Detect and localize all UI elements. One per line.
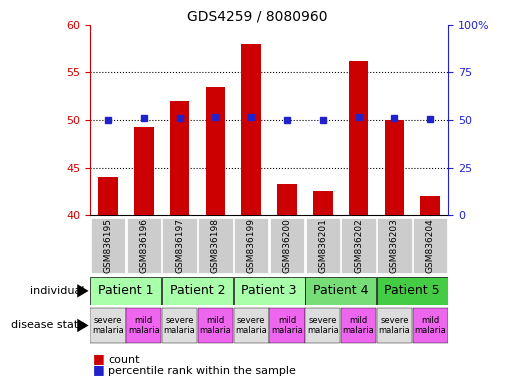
Bar [91, 277, 161, 305]
Text: Patient 5: Patient 5 [384, 285, 440, 297]
Text: Patient 4: Patient 4 [313, 285, 368, 297]
Bar [134, 127, 153, 215]
Text: mild
malaria: mild malaria [199, 316, 231, 335]
Bar [170, 101, 190, 215]
Bar [234, 218, 268, 273]
Text: disease state: disease state [11, 320, 85, 331]
Text: GSM836195: GSM836195 [104, 218, 112, 273]
Text: GSM836204: GSM836204 [426, 218, 435, 273]
Bar [198, 218, 233, 273]
Bar [377, 277, 448, 305]
Bar [270, 218, 304, 273]
Text: mild
malaria: mild malaria [271, 316, 303, 335]
Text: GSM836196: GSM836196 [140, 218, 148, 273]
Bar [162, 218, 197, 273]
Text: mild
malaria: mild malaria [128, 316, 160, 335]
Text: severe
malaria: severe malaria [92, 316, 124, 335]
Text: GSM836203: GSM836203 [390, 218, 399, 273]
Bar [242, 44, 261, 215]
Text: ■: ■ [93, 363, 105, 376]
Text: GSM836200: GSM836200 [283, 218, 291, 273]
Text: severe
malaria: severe malaria [379, 316, 410, 335]
Text: individual: individual [30, 286, 85, 296]
Bar [234, 277, 304, 305]
Text: GSM836202: GSM836202 [354, 218, 363, 273]
Text: GSM836199: GSM836199 [247, 218, 255, 273]
Bar [91, 218, 125, 273]
Polygon shape [77, 319, 89, 332]
Bar [349, 61, 368, 215]
Bar [420, 196, 440, 215]
Bar [205, 87, 225, 215]
Bar [413, 308, 448, 343]
Bar [162, 308, 197, 343]
Bar [126, 308, 161, 343]
Text: GDS4259 / 8080960: GDS4259 / 8080960 [187, 10, 328, 23]
Bar [305, 218, 340, 273]
Bar [277, 184, 297, 215]
Bar [385, 120, 404, 215]
Bar [198, 308, 233, 343]
Bar [305, 277, 376, 305]
Text: severe
malaria: severe malaria [164, 316, 196, 335]
Bar [413, 218, 448, 273]
Bar [305, 308, 340, 343]
Polygon shape [77, 284, 89, 298]
Text: GSM836197: GSM836197 [175, 218, 184, 273]
Bar [377, 308, 412, 343]
Bar [91, 308, 126, 343]
Text: Patient 1: Patient 1 [98, 285, 153, 297]
Text: mild
malaria: mild malaria [414, 316, 446, 335]
Text: severe
malaria: severe malaria [235, 316, 267, 335]
Text: percentile rank within the sample: percentile rank within the sample [108, 366, 296, 376]
Bar [341, 308, 376, 343]
Text: count: count [108, 355, 140, 365]
Text: ■: ■ [93, 352, 105, 365]
Bar [98, 177, 118, 215]
Bar [341, 218, 376, 273]
Text: severe
malaria: severe malaria [307, 316, 339, 335]
Text: Patient 3: Patient 3 [242, 285, 297, 297]
Bar [377, 218, 411, 273]
Text: GSM836201: GSM836201 [318, 218, 327, 273]
Text: mild
malaria: mild malaria [342, 316, 374, 335]
Text: GSM836198: GSM836198 [211, 218, 220, 273]
Text: Patient 2: Patient 2 [170, 285, 225, 297]
Bar [162, 277, 233, 305]
Bar [313, 191, 333, 215]
Bar [127, 218, 161, 273]
Bar [234, 308, 269, 343]
Bar [269, 308, 304, 343]
